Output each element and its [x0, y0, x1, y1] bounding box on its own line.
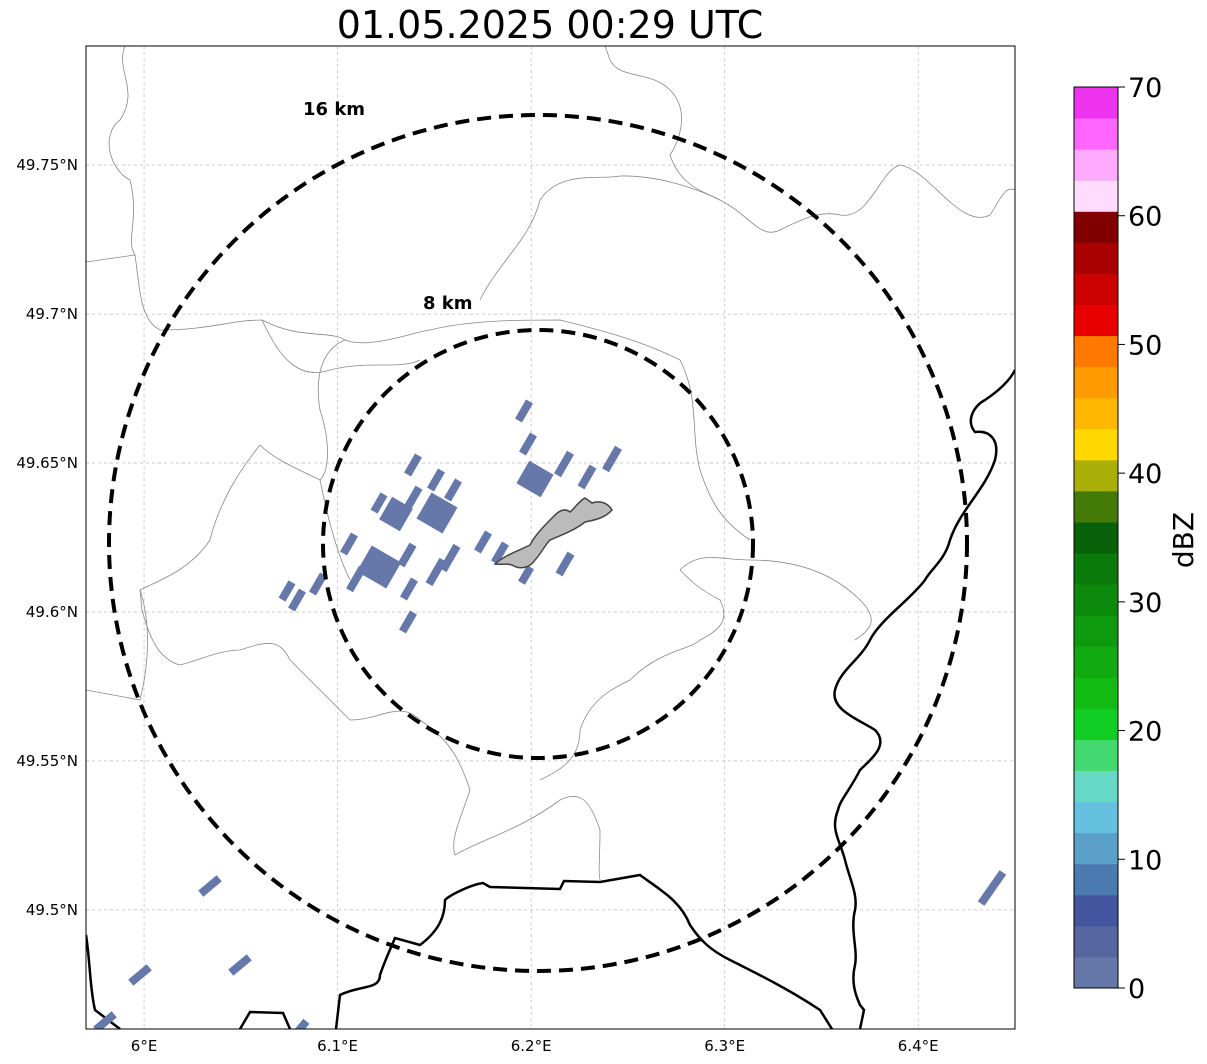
- colorbar-swatch: [1074, 739, 1118, 772]
- longitude-tick-labels: 6°E 6.1°E 6.2°E 6.3°E 6.4°E: [131, 1037, 939, 1055]
- lon-tick-label: 6.4°E: [898, 1037, 939, 1055]
- colorbar-swatch: [1074, 211, 1118, 243]
- colorbar-tick-label: 50: [1128, 330, 1162, 361]
- colorbar-swatch: [1074, 149, 1118, 181]
- lat-tick-label: 49.6°N: [26, 603, 78, 621]
- lat-tick-label: 49.7°N: [26, 305, 78, 323]
- colorbar-swatch: [1074, 832, 1118, 865]
- lon-tick-label: 6.1°E: [317, 1037, 358, 1055]
- range-rings: [107, 113, 969, 973]
- latitude-tick-labels: 49.75°N 49.7°N 49.65°N 49.6°N 49.55°N 49.5°N: [16, 156, 78, 919]
- map-title: 01.05.2025 00:29 UTC: [336, 3, 764, 47]
- colorbar-swatch: [1074, 801, 1118, 834]
- radar-echoes: [93, 399, 1007, 1029]
- colorbar-swatch: [1074, 646, 1118, 678]
- colorbar-swatch: [1074, 335, 1118, 368]
- colorbar-swatch: [1074, 553, 1118, 585]
- lat-tick-label: 49.5°N: [26, 901, 78, 919]
- lon-tick-label: 6.2°E: [511, 1037, 552, 1055]
- colorbar: 0 10 20 30 40 50 60 70 dBZ: [1073, 73, 1200, 1005]
- colorbar-tick-label: 30: [1128, 588, 1162, 619]
- range-ring-label-8km: 8 km: [423, 293, 473, 314]
- range-ring-label-16km: 16 km: [303, 99, 365, 120]
- lon-tick-label: 6.3°E: [704, 1037, 745, 1055]
- colorbar-tick-label: 40: [1128, 459, 1162, 490]
- colorbar-swatch: [1074, 366, 1118, 399]
- colorbar-frame: [1073, 86, 1119, 989]
- colorbar-swatch: [1074, 180, 1118, 212]
- colorbar-label: dBZ: [1167, 512, 1200, 568]
- colorbar-swatch: [1074, 304, 1118, 337]
- plot-frame: [85, 45, 1016, 1030]
- colorbar-ticks: 0 10 20 30 40 50 60 70: [1118, 73, 1162, 1005]
- colorbar-swatch: [1074, 863, 1118, 896]
- range-ring-8km: [321, 328, 755, 760]
- colorbar-tick-label: 60: [1128, 202, 1162, 233]
- colorbar-tick-label: 10: [1128, 845, 1162, 876]
- colorbar-swatch: [1074, 397, 1118, 430]
- colorbar-swatch: [1074, 490, 1118, 523]
- colorbar-swatch: [1074, 273, 1118, 305]
- colorbar-swatch: [1074, 87, 1118, 119]
- colorbar-swatch: [1074, 956, 1118, 989]
- lat-tick-label: 49.65°N: [16, 454, 78, 472]
- colorbar-swatch: [1074, 242, 1118, 274]
- lon-tick-label: 6°E: [131, 1037, 158, 1055]
- colorbar-swatch: [1074, 894, 1118, 927]
- lat-tick-label: 49.75°N: [16, 156, 78, 174]
- colorbar-swatch: [1074, 615, 1118, 647]
- colorbar-tick-label: 0: [1128, 974, 1145, 1005]
- range-ring-16km: [107, 113, 969, 973]
- colorbar-swatch: [1074, 584, 1118, 616]
- colorbar-swatch: [1074, 677, 1118, 709]
- colorbar-swatch: [1074, 459, 1118, 492]
- country-borders: [86, 369, 1015, 1029]
- colorbar-swatch: [1074, 925, 1118, 958]
- colorbar-swatch: [1074, 708, 1118, 740]
- colorbar-tick-label: 20: [1128, 717, 1162, 748]
- colorbar-swatches: [1074, 87, 1118, 989]
- colorbar-swatch: [1074, 118, 1118, 150]
- colorbar-swatch: [1074, 428, 1118, 461]
- city-area: [493, 497, 613, 569]
- colorbar-tick-label: 70: [1128, 73, 1162, 104]
- gridlines: [86, 46, 1015, 1029]
- colorbar-swatch: [1074, 770, 1118, 803]
- lat-tick-label: 49.55°N: [16, 752, 78, 770]
- colorbar-swatch: [1074, 521, 1118, 554]
